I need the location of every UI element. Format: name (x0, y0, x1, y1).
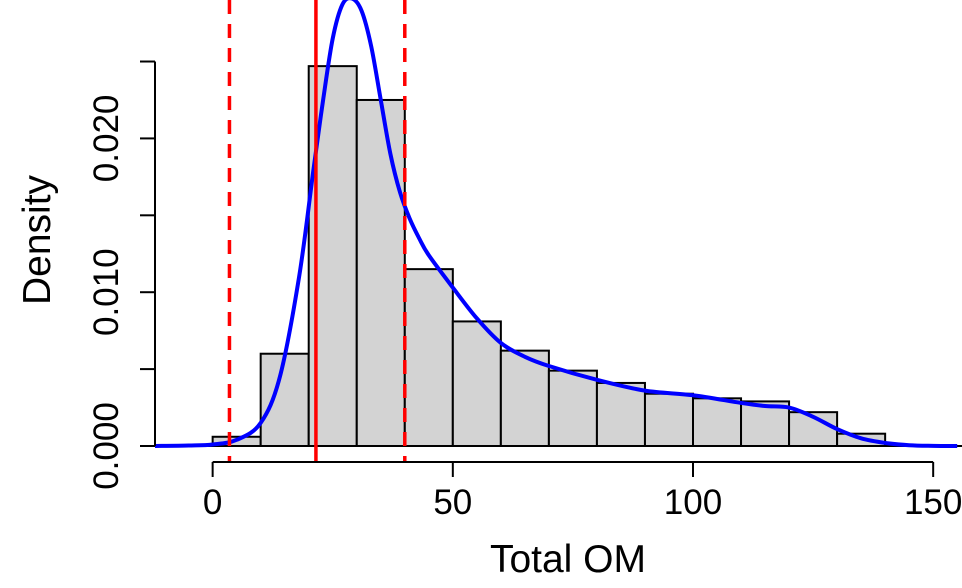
x-axis: 0 50 100 150 (203, 461, 962, 522)
x-tick-label: 50 (433, 483, 472, 522)
histogram-bar (451, 320, 502, 447)
density-curve (154, 0, 958, 448)
histogram-bar (595, 381, 646, 447)
x-tick-label: 150 (904, 483, 962, 522)
x-tick-label: 0 (203, 483, 222, 522)
x-tick-label: 100 (664, 483, 722, 522)
y-axis: 0.000 0.010 0.020 (87, 60, 156, 490)
histogram-bar (259, 352, 310, 448)
histogram-bar (692, 397, 743, 447)
y-tick-label: 0.000 (87, 402, 126, 490)
y-tick-label: 0.010 (87, 248, 126, 336)
density-curve-layer (154, 0, 958, 448)
y-axis-title: Density (16, 174, 59, 305)
histogram-bar (643, 392, 695, 448)
histogram-bar (403, 268, 454, 448)
histogram-bar (740, 400, 791, 447)
reference-lines (227, 0, 407, 462)
x-axis-title: Total OM (490, 538, 646, 581)
y-tick-label: 0.020 (87, 95, 126, 183)
histogram-bar (499, 349, 550, 448)
histogram-bar (355, 98, 406, 447)
histogram-bars (155, 65, 962, 448)
histogram-bar (547, 369, 598, 448)
